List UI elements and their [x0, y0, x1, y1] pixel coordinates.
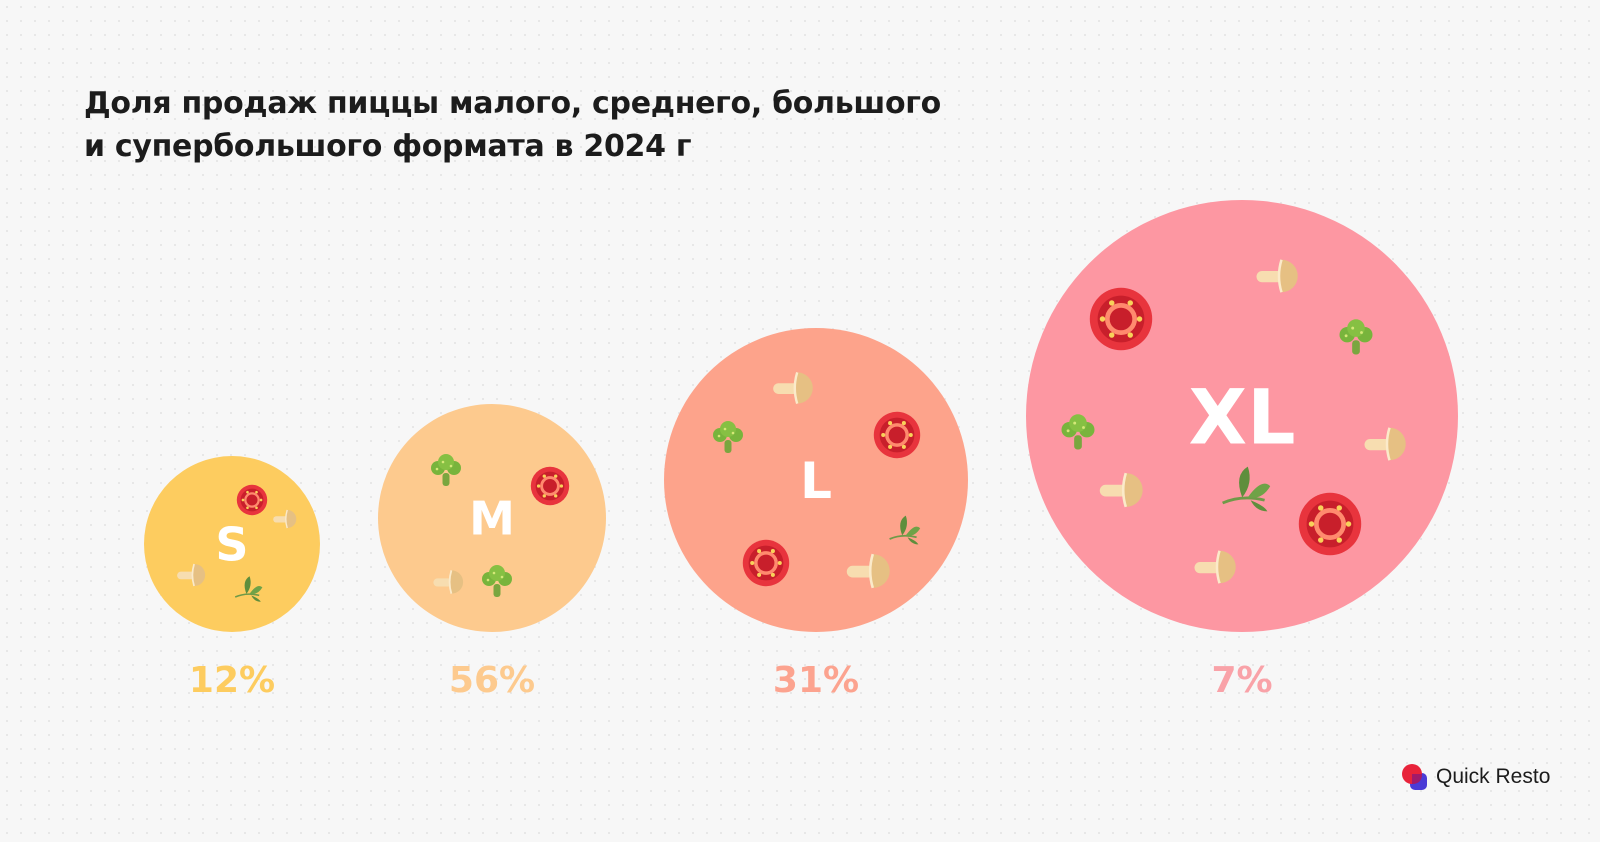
tomato-icon — [873, 411, 921, 459]
herb-leaf-icon — [889, 515, 921, 545]
mushroom-icon — [773, 372, 813, 404]
share-label-s: 12% — [189, 660, 275, 701]
mushroom-icon — [1364, 427, 1406, 461]
tomato-icon — [236, 484, 268, 516]
broccoli-icon — [713, 421, 743, 453]
mushroom-icon — [177, 563, 206, 587]
size-label-l: L — [800, 452, 832, 510]
broccoli-icon — [482, 565, 512, 597]
herb-leaf-icon — [234, 576, 263, 602]
tomato-icon — [742, 539, 790, 587]
mushroom-icon — [273, 509, 297, 529]
size-label-m: M — [469, 492, 515, 546]
share-label-m: 56% — [449, 660, 535, 701]
broccoli-icon — [1061, 414, 1095, 450]
bubble-l — [664, 328, 968, 632]
quick-resto-logo-icon — [1402, 764, 1427, 790]
chart-title-line-2: и супербольшого формата в 2024 г — [84, 129, 692, 164]
share-label-xl: 7% — [1211, 660, 1272, 701]
herb-leaf-icon — [1222, 466, 1271, 512]
broccoli-icon — [1339, 319, 1373, 355]
tomato-icon — [1298, 492, 1362, 556]
size-label-xl: XL — [1188, 372, 1295, 461]
tomato-icon — [530, 466, 570, 506]
quick-resto-logo: Quick Resto — [1400, 762, 1550, 792]
mushroom-icon — [1194, 550, 1236, 584]
broccoli-icon — [431, 454, 461, 486]
tomato-icon — [1089, 287, 1153, 351]
mushroom-icon — [846, 553, 890, 589]
mushroom-icon — [1256, 259, 1298, 293]
brand-name: Quick Resto — [1436, 765, 1551, 788]
chart-title: Доля продаж пиццы малого, среднего, боль… — [84, 82, 941, 168]
share-label-l: 31% — [773, 660, 859, 701]
mushroom-icon — [1099, 472, 1143, 508]
mushroom-icon — [433, 570, 464, 594]
bubble-m — [378, 404, 606, 632]
size-label-s: S — [215, 518, 248, 572]
bubble-s — [144, 456, 320, 632]
chart-title-line-1: Доля продаж пиццы малого, среднего, боль… — [84, 86, 941, 121]
